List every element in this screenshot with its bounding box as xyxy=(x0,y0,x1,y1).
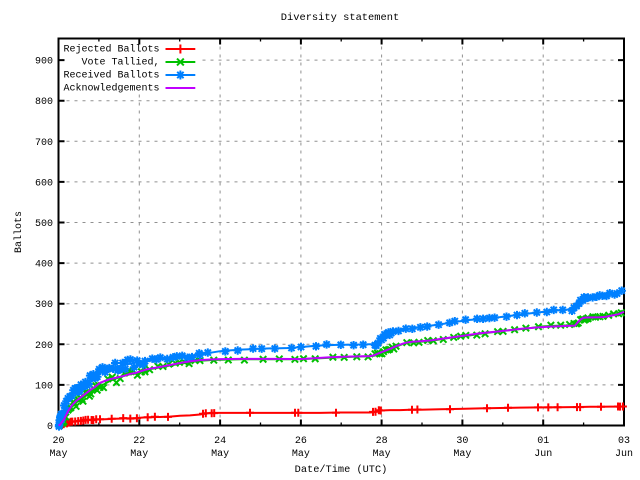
svg-text:400: 400 xyxy=(35,260,53,271)
svg-text:May: May xyxy=(130,449,148,460)
svg-text:Diversity statement: Diversity statement xyxy=(281,12,399,24)
svg-text:24: 24 xyxy=(214,436,226,447)
svg-text:26: 26 xyxy=(295,436,307,447)
svg-text:Jun: Jun xyxy=(615,449,633,460)
svg-text:03: 03 xyxy=(618,436,630,447)
svg-text:0: 0 xyxy=(47,422,53,433)
svg-text:Vote Tallied,: Vote Tallied, xyxy=(81,56,159,68)
svg-text:500: 500 xyxy=(35,219,53,230)
svg-text:600: 600 xyxy=(35,178,53,189)
svg-text:100: 100 xyxy=(35,381,53,392)
svg-text:200: 200 xyxy=(35,341,53,352)
svg-text:20: 20 xyxy=(52,436,64,447)
svg-text:May: May xyxy=(373,449,391,460)
svg-text:May: May xyxy=(49,449,67,460)
svg-text:Rejected Ballots: Rejected Ballots xyxy=(63,43,159,55)
svg-text:Ballots: Ballots xyxy=(13,211,25,253)
svg-text:300: 300 xyxy=(35,300,53,311)
svg-text:May: May xyxy=(453,449,471,460)
svg-text:Date/Time (UTC): Date/Time (UTC) xyxy=(295,464,388,476)
svg-text:May: May xyxy=(292,449,310,460)
svg-text:30: 30 xyxy=(456,436,468,447)
svg-text:May: May xyxy=(211,449,229,460)
svg-text:22: 22 xyxy=(133,436,145,447)
svg-text:Received Ballots: Received Ballots xyxy=(63,69,159,81)
svg-text:900: 900 xyxy=(35,57,53,68)
svg-text:Acknowledgements: Acknowledgements xyxy=(63,82,159,94)
svg-text:Jun: Jun xyxy=(534,449,552,460)
svg-text:800: 800 xyxy=(35,97,53,108)
svg-text:01: 01 xyxy=(537,436,549,447)
svg-text:28: 28 xyxy=(376,436,388,447)
svg-text:700: 700 xyxy=(35,138,53,149)
